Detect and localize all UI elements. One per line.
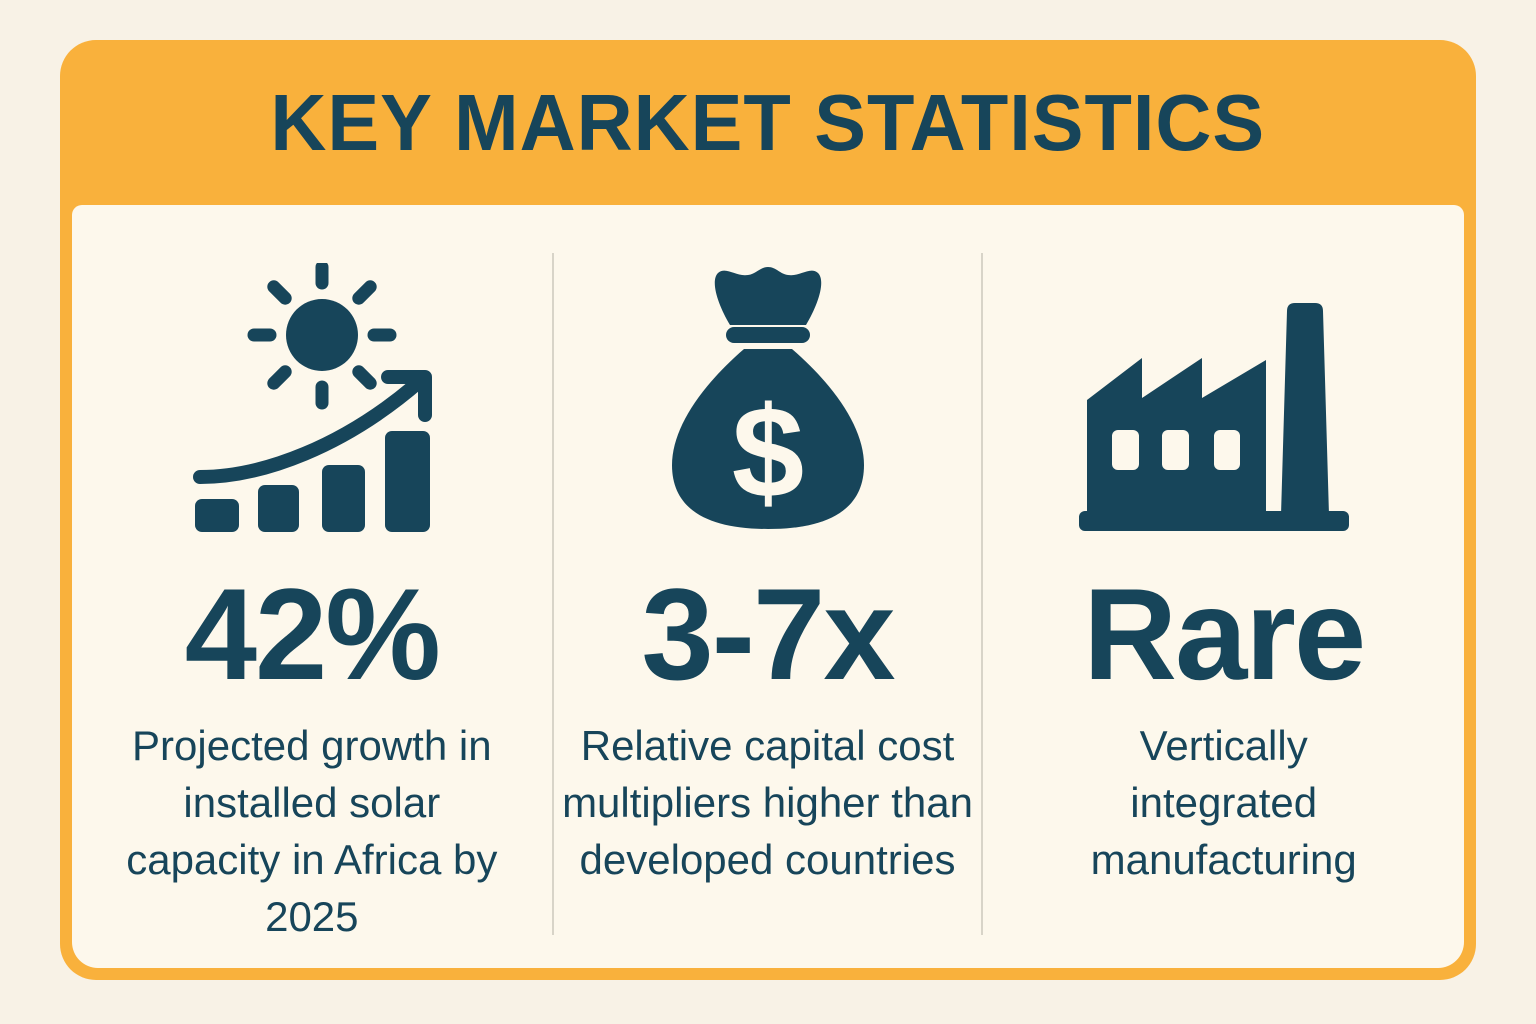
- stat-column-capital-cost: $ 3-7x Relative capital cost multipliers…: [554, 205, 982, 968]
- stat-value: Rare: [1083, 561, 1366, 707]
- factory-icon: [1078, 251, 1369, 533]
- card-header: KEY MARKET STATISTICS: [60, 40, 1476, 205]
- stat-description: Projected growth in installed solar capa…: [126, 722, 498, 941]
- money-bag-icon: $: [668, 251, 868, 533]
- page-title: KEY MARKET STATISTICS: [270, 77, 1266, 167]
- stat-description: Relative capital cost multipliers higher…: [562, 722, 973, 884]
- stat-description: Vertically integrated manufacturing: [1090, 722, 1357, 884]
- stat-value: 3-7x: [641, 561, 895, 707]
- stats-grid: 42% Projected growth in installed solar …: [72, 205, 1464, 968]
- stat-column-manufacturing: Rare Vertically integrated manufacturing: [983, 205, 1464, 968]
- stats-card: KEY MARKET STATISTICS: [60, 40, 1476, 980]
- svg-text:$: $: [731, 379, 803, 525]
- column-divider: [981, 253, 984, 935]
- stat-column-solar-growth: 42% Projected growth in installed solar …: [72, 205, 552, 968]
- solar-growth-icon: [192, 251, 432, 533]
- column-divider: [551, 253, 554, 935]
- stat-value: 42%: [184, 561, 441, 707]
